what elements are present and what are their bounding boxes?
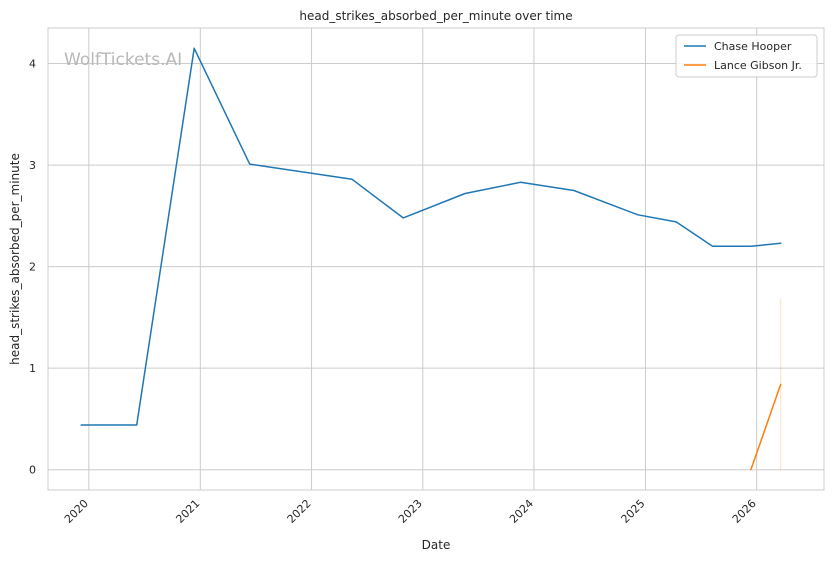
watermark-text: WolfTickets.AI bbox=[64, 50, 182, 70]
plot-frame bbox=[47, 27, 825, 491]
y-tick-label: 2 bbox=[29, 261, 36, 274]
series-layer bbox=[80, 47, 782, 471]
y-tick-label: 0 bbox=[29, 464, 36, 477]
plot-area bbox=[48, 28, 824, 490]
y-axis-label: head_strikes_absorbed_per_minute bbox=[8, 153, 22, 365]
chart-title: head_strikes_absorbed_per_minute over ti… bbox=[299, 9, 572, 23]
series-line bbox=[80, 47, 782, 426]
y-tick-label: 1 bbox=[29, 362, 36, 375]
x-axis-label: Date bbox=[422, 538, 451, 552]
series-line bbox=[750, 383, 782, 471]
legend: Chase Hooper Lance Gibson Jr. bbox=[675, 34, 818, 78]
y-tick-label: 4 bbox=[29, 58, 36, 71]
legend-box bbox=[675, 34, 818, 78]
grid bbox=[48, 28, 824, 490]
legend-label: Chase Hooper bbox=[714, 40, 792, 53]
legend-label: Lance Gibson Jr. bbox=[714, 59, 802, 72]
y-tick-label: 3 bbox=[29, 159, 36, 172]
